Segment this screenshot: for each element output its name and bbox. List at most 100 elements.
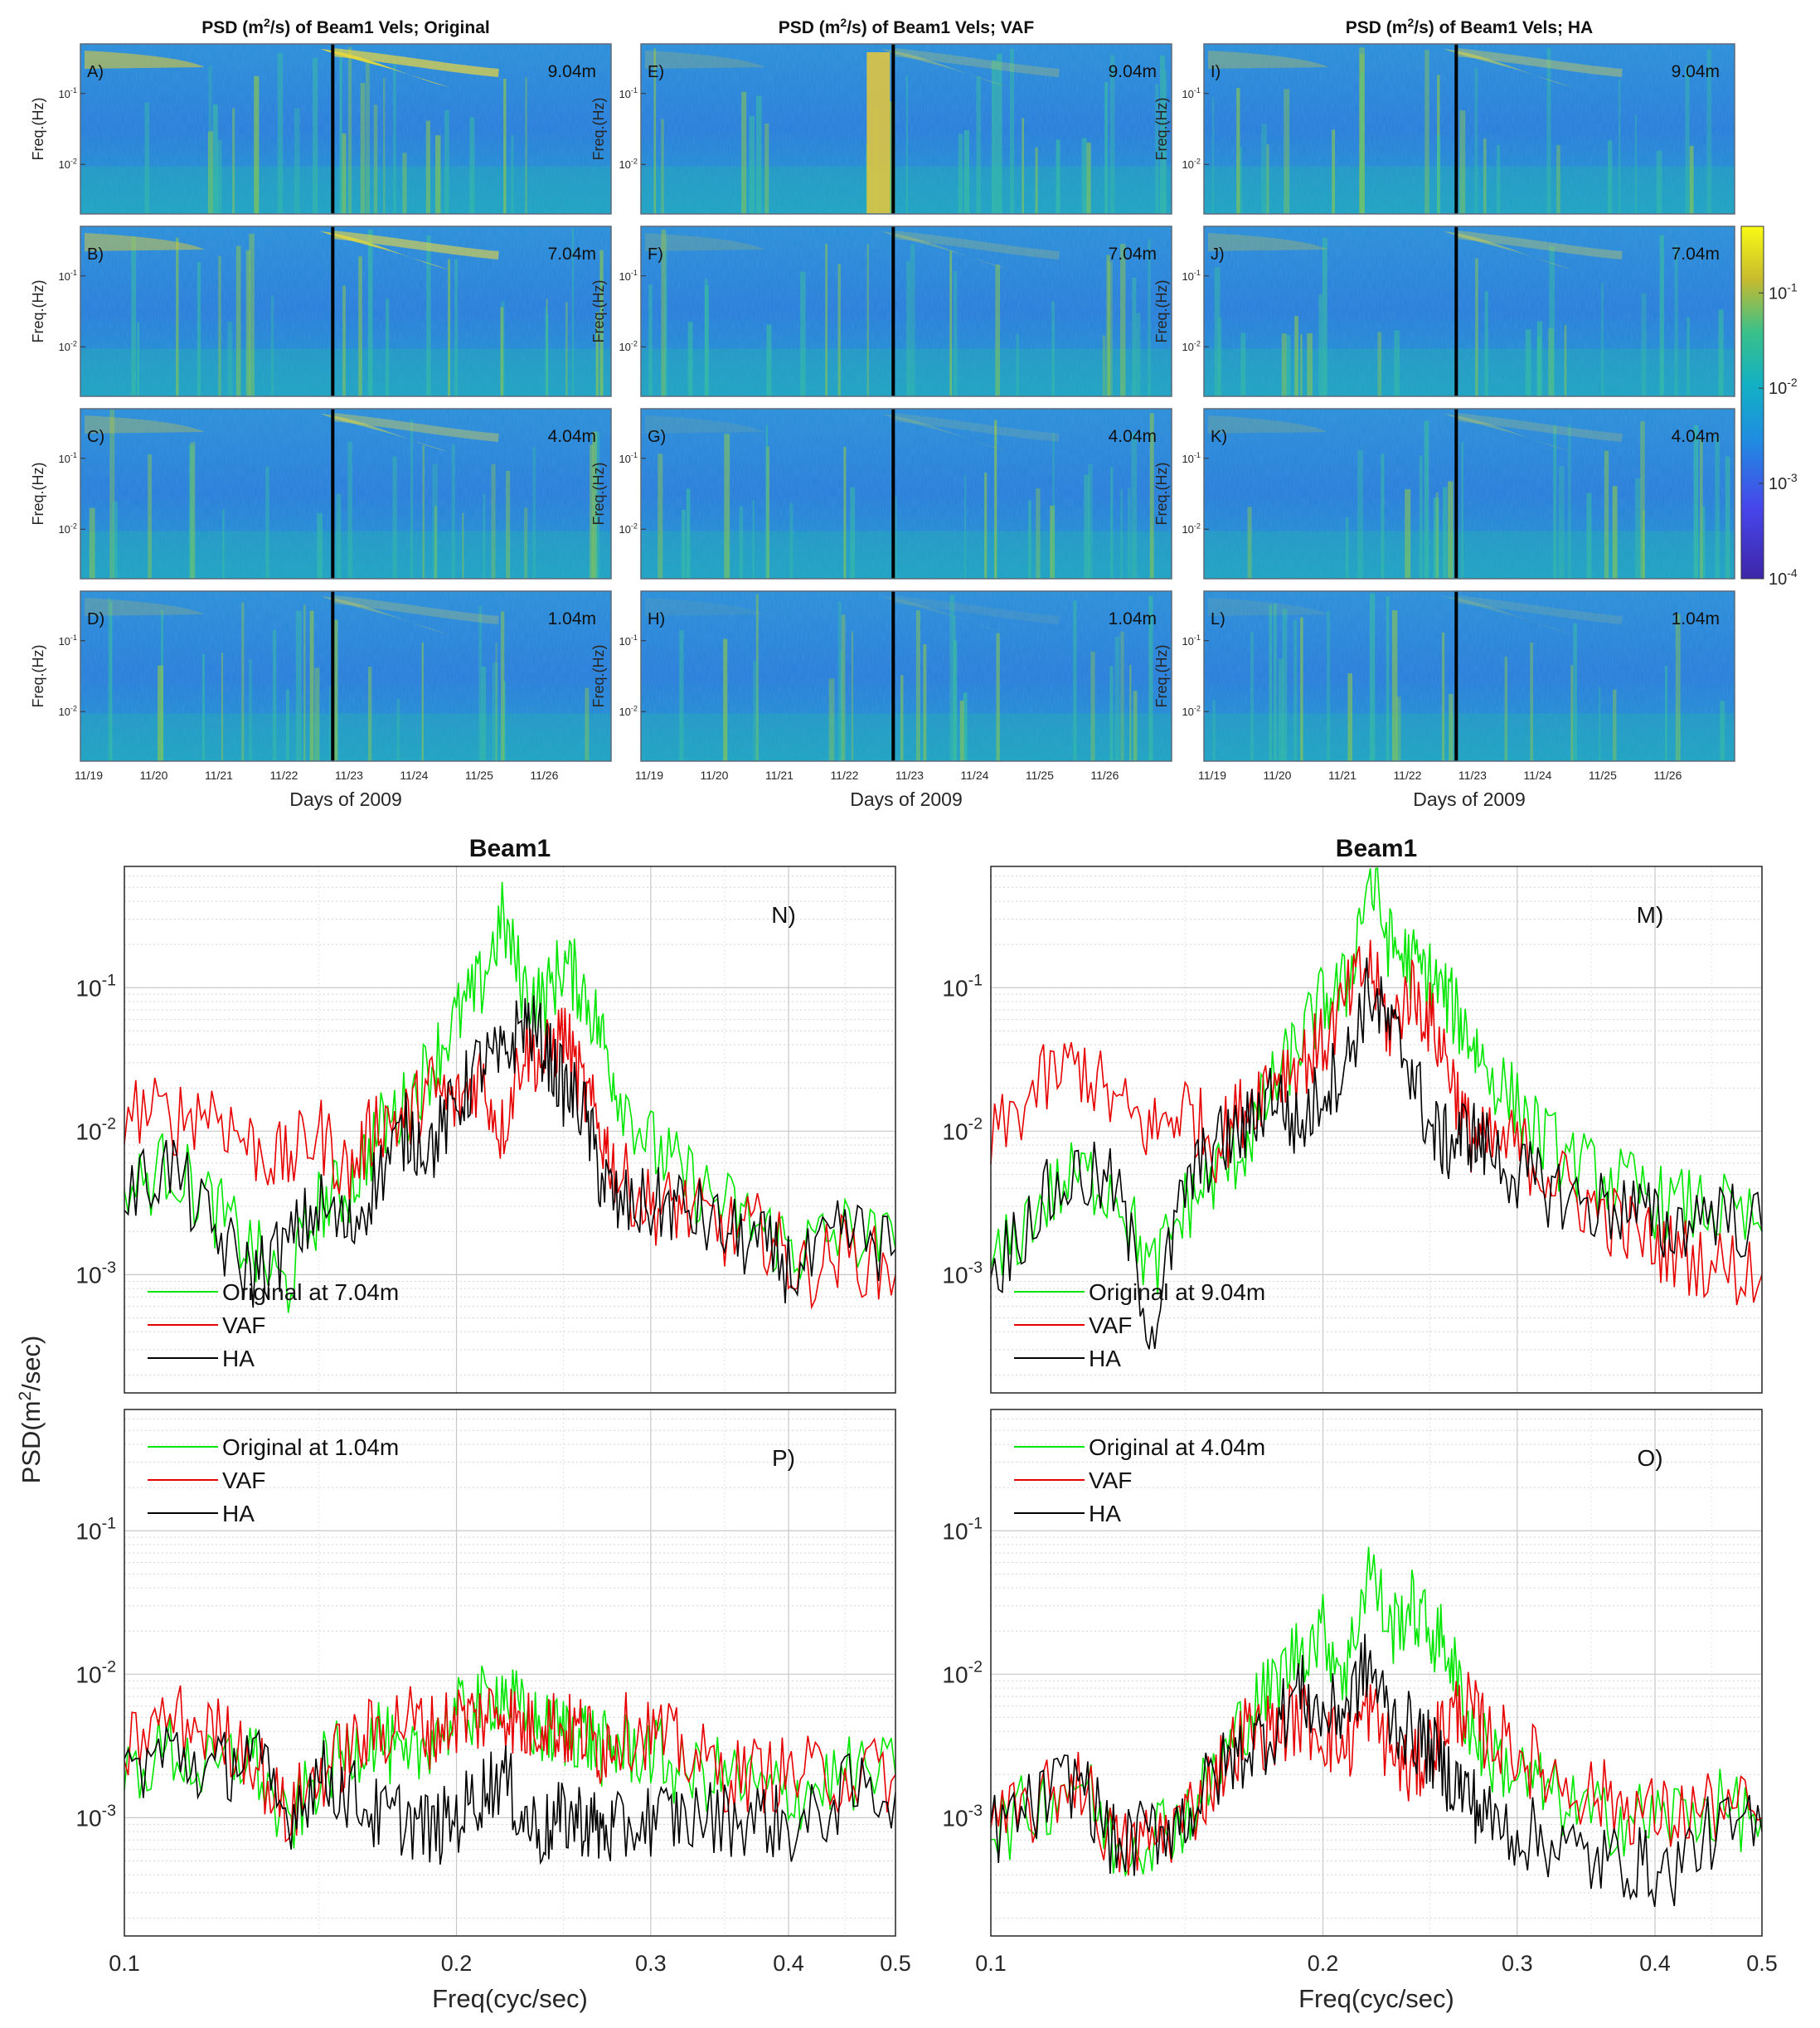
spectrogram-panel-label: K) — [1211, 428, 1227, 446]
spectrogram-streak — [1634, 478, 1641, 579]
colorbar-tick-label: 10-3 — [1769, 471, 1798, 493]
spectrogram-streak — [425, 120, 430, 214]
spectrogram-streak — [1546, 47, 1551, 214]
spectrogram-streak — [595, 312, 599, 396]
spectrogram-streak — [1281, 333, 1287, 396]
spectrogram-streak — [1600, 283, 1604, 396]
spectrogram-streak — [1278, 658, 1284, 761]
panel-label: O) — [1637, 1445, 1662, 1471]
spectrogram-streak — [590, 444, 594, 579]
legend-entry: Original at 4.04m — [1089, 1434, 1265, 1460]
spectrogram-streak — [137, 322, 140, 396]
spectrogram-swell-tail — [1455, 413, 1623, 442]
legend-entry: Original at 7.04m — [222, 1279, 399, 1305]
spectrogram-frame — [640, 408, 1172, 580]
spectrogram-streak — [1641, 293, 1647, 396]
ytick-label: 10-2 — [75, 1115, 116, 1145]
spectrogram-swell-tail — [1455, 48, 1623, 77]
legend-entry: Original at 1.04m — [222, 1434, 399, 1460]
spectrogram-depth-label: 4.04m — [1672, 427, 1720, 446]
spectrogram-streak — [448, 259, 451, 396]
spectrogram-streak — [254, 75, 260, 214]
spectrogram-streak — [1110, 466, 1114, 579]
spectrogram-streak — [347, 46, 352, 215]
spectrogram-streak — [571, 229, 575, 396]
spectrogram-ylabel: Freq.(Hz) — [1153, 280, 1170, 343]
spectrogram-ytick-label: 10-2 — [619, 339, 638, 353]
spectrogram-streak — [248, 659, 253, 761]
spectrogram-streak — [112, 501, 118, 579]
spectrogram-streak — [837, 264, 841, 396]
spectrogram-streak — [1109, 666, 1114, 761]
spectrogram-swell-tail — [332, 595, 499, 624]
spectrogram-streak — [1240, 332, 1246, 396]
spectrogram-streak — [347, 441, 352, 579]
spectrogram-streak — [1504, 657, 1508, 761]
spectrogram-streak — [495, 643, 497, 761]
spectrogram-xtick-label: 11/22 — [1393, 769, 1421, 782]
spectrogram-streak — [1525, 329, 1531, 396]
spectrogram-streak — [227, 322, 233, 396]
spectrogram-streak — [386, 298, 390, 396]
spectrogram-streak — [1109, 55, 1115, 214]
spectrogram-xtick-label: 11/23 — [1458, 769, 1487, 782]
ytick-label: 10-3 — [75, 1259, 116, 1288]
spectrogram-lowfreq-band — [1204, 713, 1735, 761]
spectrogram-streak — [1484, 291, 1488, 396]
spectrogram-streak — [1016, 333, 1019, 396]
xtick-label: 0.5 — [1746, 1951, 1778, 1976]
spectrogram-frame — [80, 43, 612, 215]
spectrogram-ytick-label: 10-1 — [58, 451, 77, 465]
spectrogram-streak — [109, 602, 113, 761]
spectrogram-streak — [661, 119, 664, 214]
spectrogram-swell-early — [85, 51, 205, 69]
spectrogram-ylabel: Freq.(Hz) — [30, 645, 46, 708]
spectrogram-xtick-label: 11/22 — [830, 769, 858, 782]
spectrogram-streak — [1619, 79, 1621, 215]
spectrogram-swell-early — [645, 233, 765, 251]
spectrogram-streak — [1022, 118, 1024, 214]
colorbar-gradient — [1740, 226, 1764, 580]
spectrogram-streak — [1129, 664, 1132, 761]
spectrogram-streak — [1035, 147, 1038, 214]
spectrogram-streak — [1131, 431, 1138, 579]
spectrogram-streak — [1483, 138, 1487, 214]
spectrogram-streak — [910, 244, 915, 396]
spectrogram-streak — [313, 57, 318, 214]
spectrogram-streak — [1360, 71, 1364, 214]
spectrogram-streak — [1090, 651, 1095, 761]
spectrogram-streak — [963, 692, 968, 761]
spectrogram-streak — [396, 698, 400, 761]
spectrogram-frame — [1203, 590, 1735, 762]
spectrogram-streak — [1102, 335, 1106, 396]
plot-frame — [990, 866, 1763, 1394]
spectrogram-streak — [1120, 631, 1124, 761]
spectrogram-streak — [749, 115, 755, 214]
spectrogram-xtick-label: 11/25 — [465, 769, 493, 782]
spectrogram-streak — [1247, 507, 1252, 579]
spectrogram-vaf-burst — [866, 52, 891, 214]
spectrogram-streak — [1656, 150, 1662, 214]
spectrogram-streak — [221, 653, 224, 761]
xtick-label: 0.2 — [441, 1951, 473, 1976]
xtick-label: 0.4 — [1639, 1951, 1671, 1976]
spectrogram-streak — [286, 689, 289, 761]
spectrogram-streak — [789, 502, 794, 579]
spectrogram-streak — [1300, 334, 1303, 396]
spectrogram-streak — [681, 509, 686, 579]
spectrogram-streak — [1405, 489, 1411, 579]
spectrogram-streak — [272, 629, 277, 761]
spectrogram-streak — [1036, 488, 1041, 579]
spectrogram-streak — [188, 444, 195, 579]
spectrogram-streak — [686, 488, 691, 579]
spectrogram-frame — [80, 408, 612, 580]
spectrogram-streak — [221, 509, 225, 579]
spectrogram-lowfreq-band — [80, 348, 611, 396]
spectrogram-panel-label: I) — [1211, 63, 1221, 81]
spectrogram-streak — [1286, 335, 1291, 396]
spectrogram-depth-label: 7.04m — [1672, 245, 1720, 264]
panel-title: Beam1 — [1336, 835, 1417, 862]
spectrogram-streak — [841, 614, 846, 761]
spectrogram-swell-event — [881, 49, 1010, 87]
legend-entry: VAF — [1089, 1468, 1132, 1493]
